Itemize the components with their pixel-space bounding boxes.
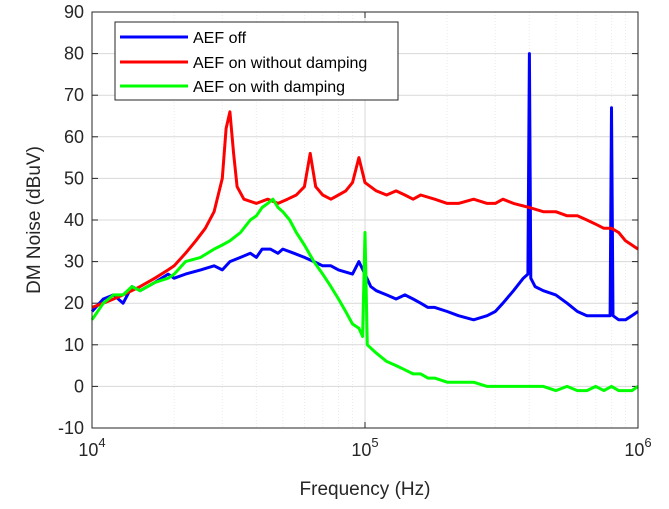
legend-label-aef-on-with-damping: AEF on with damping: [193, 79, 345, 96]
plot-frame: [91, 11, 639, 429]
legend-label-aef-on-without-damping: AEF on without damping: [193, 55, 367, 72]
y-tick-label: -10: [58, 418, 84, 438]
y-tick-label: 10: [64, 335, 84, 355]
y-tick-label: 0: [74, 376, 84, 396]
y-ticks: -10 0 10 20 30 40 50 60 70 80 90: [58, 2, 638, 438]
x-tick-label: 104: [78, 435, 105, 460]
y-tick-label: 60: [64, 127, 84, 147]
series-line-aef-on-without-damping: [91, 110, 639, 309]
y-tick-label: 70: [64, 85, 84, 105]
x-axis-label: Frequency (Hz): [300, 479, 431, 500]
series-line-aef-on-with-damping: [90, 197, 639, 393]
y-tick-label: 30: [64, 252, 84, 272]
y-tick-label: 80: [64, 44, 84, 64]
y-tick-label: 20: [64, 293, 84, 313]
x-tick-label: 105: [351, 435, 378, 460]
x-ticks: 104 105 106: [78, 12, 652, 460]
y-axis-label: DM Noise (dBuV): [24, 146, 45, 294]
legend-label-aef-off: AEF off: [193, 30, 247, 47]
x-tick-label: 106: [624, 435, 651, 460]
y-tick-label: 90: [64, 2, 84, 22]
legend: AEF off AEF on without damping AEF on wi…: [114, 21, 399, 101]
y-tick-label: 50: [64, 168, 84, 188]
series-line-aef-off: [90, 52, 639, 322]
series-group: [90, 52, 639, 393]
y-tick-label: 40: [64, 210, 84, 230]
